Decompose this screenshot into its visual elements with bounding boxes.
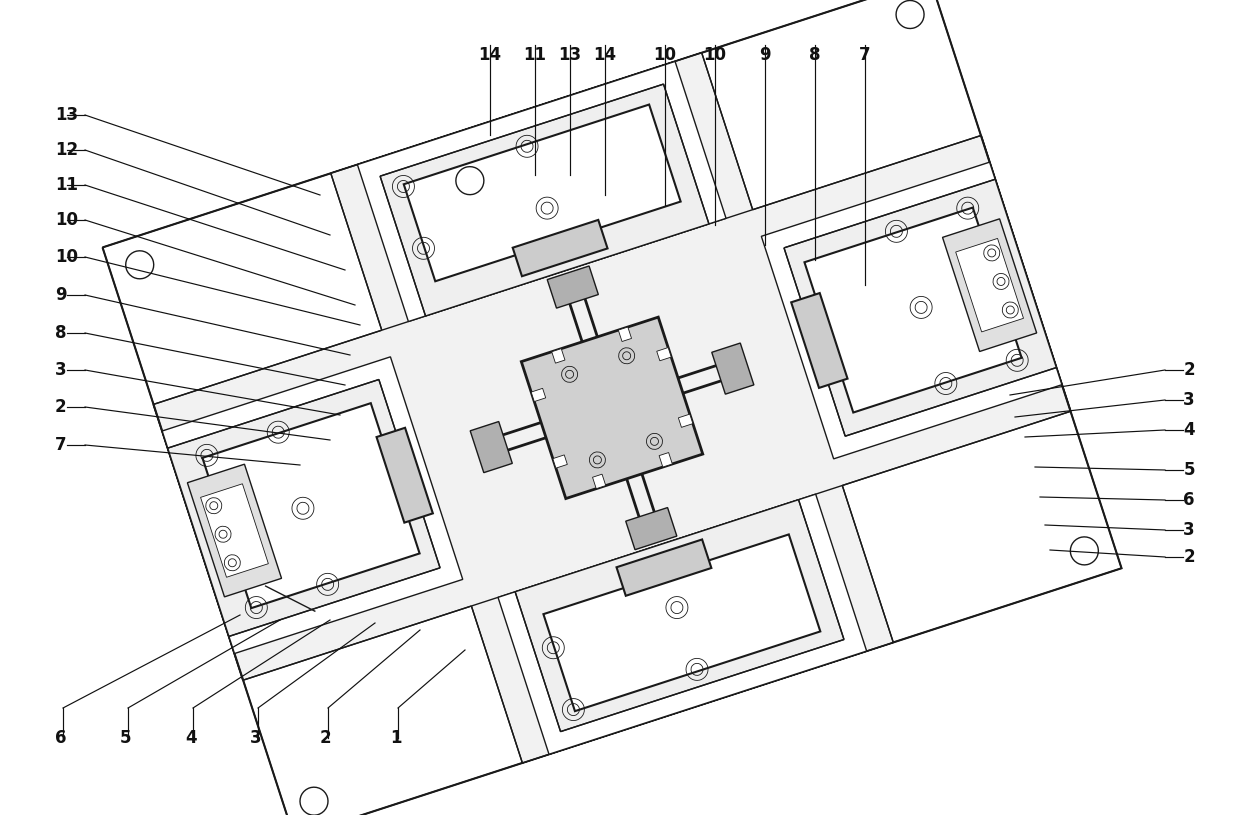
Bar <box>784 179 1056 436</box>
Text: 7: 7 <box>859 46 870 64</box>
Bar <box>381 84 709 316</box>
Bar <box>657 347 671 361</box>
Text: 10: 10 <box>703 46 727 64</box>
Bar <box>498 494 867 754</box>
Bar <box>531 388 546 402</box>
Text: 12: 12 <box>55 141 78 159</box>
Text: 4: 4 <box>185 729 197 747</box>
Bar <box>154 135 1070 681</box>
Bar <box>660 452 672 467</box>
Bar <box>331 53 893 763</box>
Text: 13: 13 <box>55 106 78 124</box>
Text: 6: 6 <box>55 729 67 747</box>
Bar <box>103 0 1121 815</box>
Bar <box>791 293 847 388</box>
Text: 1: 1 <box>391 729 402 747</box>
Text: 14: 14 <box>594 46 616 64</box>
Bar <box>712 343 754 394</box>
Text: 2: 2 <box>320 729 331 747</box>
Text: 7: 7 <box>55 436 67 454</box>
Bar <box>162 357 463 654</box>
Bar <box>377 428 433 522</box>
Bar <box>515 500 844 732</box>
Text: 5: 5 <box>120 729 131 747</box>
Text: 10: 10 <box>653 46 677 64</box>
Bar <box>357 61 727 322</box>
Bar <box>202 403 419 608</box>
Bar <box>942 219 1037 351</box>
Bar <box>404 104 681 281</box>
Bar <box>521 317 703 499</box>
Bar <box>616 540 712 596</box>
Text: 13: 13 <box>558 46 582 64</box>
Text: 11: 11 <box>55 176 78 194</box>
Text: 2: 2 <box>1183 361 1195 379</box>
Bar <box>543 535 821 711</box>
Text: 4: 4 <box>1183 421 1195 439</box>
Text: 3: 3 <box>250 729 262 747</box>
Text: 11: 11 <box>523 46 547 64</box>
Text: 14: 14 <box>479 46 501 64</box>
Bar <box>547 266 599 308</box>
Text: 5: 5 <box>1183 461 1195 479</box>
Text: 3: 3 <box>1183 391 1195 409</box>
Text: 2: 2 <box>55 398 67 416</box>
Bar <box>167 380 440 637</box>
Bar <box>956 239 1023 332</box>
Text: 3: 3 <box>55 361 67 379</box>
Bar <box>201 484 268 577</box>
Bar <box>470 421 512 473</box>
Bar <box>593 474 606 489</box>
Bar <box>103 0 1121 815</box>
Bar <box>678 414 693 427</box>
Text: 3: 3 <box>1183 521 1195 539</box>
Bar <box>805 208 1022 412</box>
Text: 9: 9 <box>55 286 67 304</box>
Text: 9: 9 <box>759 46 771 64</box>
Text: 8: 8 <box>810 46 821 64</box>
Text: 8: 8 <box>55 324 67 342</box>
Text: 2: 2 <box>1183 548 1195 566</box>
Text: 6: 6 <box>1183 491 1195 509</box>
Bar <box>187 465 281 597</box>
Bar <box>626 508 677 549</box>
Bar <box>553 455 568 468</box>
Bar <box>552 349 565 363</box>
Bar <box>761 162 1061 459</box>
Bar <box>512 220 608 276</box>
Text: 10: 10 <box>55 211 78 229</box>
Bar <box>619 327 631 341</box>
Text: 10: 10 <box>55 248 78 266</box>
